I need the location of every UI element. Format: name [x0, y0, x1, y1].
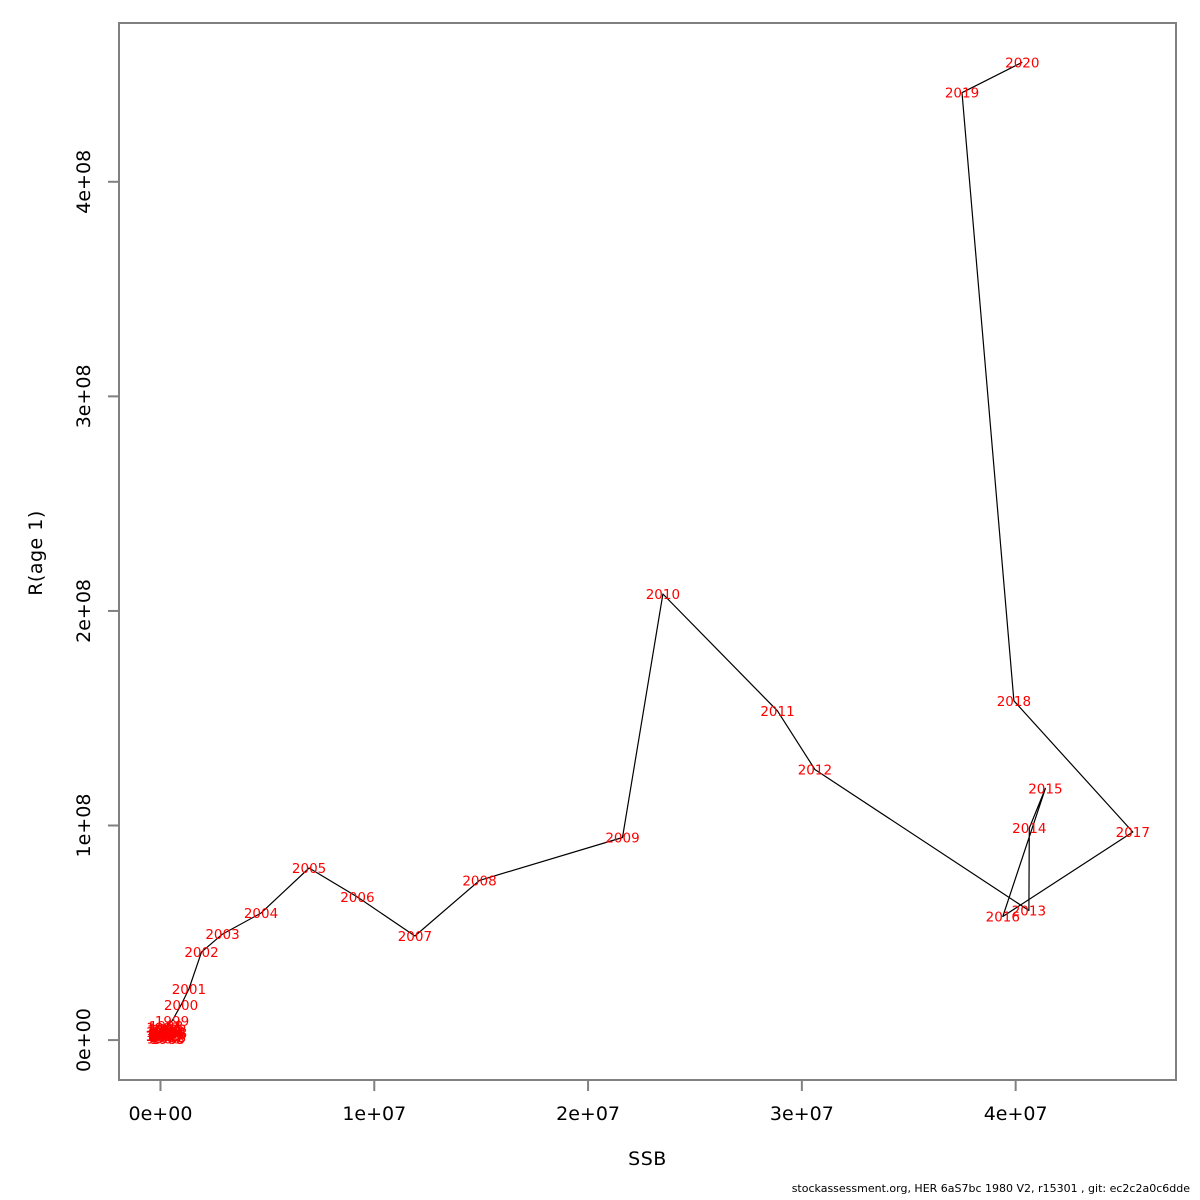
year-label-2014: 2014	[1012, 821, 1046, 837]
year-label-1998: 1998	[149, 1019, 183, 1035]
year-label-2000: 2000	[164, 998, 198, 1014]
year-label-2002: 2002	[184, 945, 218, 961]
year-label-1980: 1980	[147, 1031, 181, 1047]
year-label-2005: 2005	[292, 861, 326, 877]
x-axis-tick-label: 0e+00	[129, 1103, 193, 1125]
year-label-1987: 1987	[150, 1028, 184, 1044]
year-label-1986: 1986	[146, 1025, 180, 1041]
plot-box	[118, 22, 1177, 1081]
year-label-1982: 1982	[145, 1029, 179, 1045]
year-label-1993: 1993	[145, 1029, 179, 1045]
year-label-1991: 1991	[148, 1022, 182, 1038]
year-label-2008: 2008	[462, 873, 496, 889]
y-axis-tick-label: 3e+08	[73, 364, 95, 428]
year-label-1996: 1996	[152, 1028, 186, 1044]
year-label-2017: 2017	[1116, 825, 1150, 841]
year-label-2012: 2012	[798, 763, 832, 779]
stock-recruitment-trajectory-line	[161, 61, 1134, 1040]
year-label-2013: 2013	[1012, 904, 1046, 920]
y-axis-tick-label: 4e+08	[73, 150, 95, 214]
year-label-1989: 1989	[147, 1023, 181, 1039]
recruitment-line-layer	[161, 61, 1134, 1040]
x-axis-tick-label: 3e+07	[770, 1103, 834, 1125]
year-label-1995: 1995	[148, 1029, 182, 1045]
year-label-2007: 2007	[398, 929, 432, 945]
year-label-2004: 2004	[244, 906, 278, 922]
year-label-1985: 1985	[152, 1031, 186, 1047]
year-label-1984: 1984	[148, 1027, 182, 1043]
y-axis-tick-label: 2e+08	[73, 579, 95, 643]
x-axis-tick-label: 1e+07	[342, 1103, 406, 1125]
year-label-1990: 1990	[151, 1025, 185, 1041]
x-axis-title: SSB	[628, 1148, 667, 1170]
axes-layer: 0e+00 1e+07 2e+07 3e+07 4e+07 0e+00 1e+08 2e+08…	[73, 22, 1177, 1125]
year-label-1981: 1981	[149, 1030, 183, 1046]
stockassessment-attribution: stockassessment.org, HER 6aS7bc 1980 V2,…	[791, 1182, 1190, 1195]
y-axis-tick-label: 0e+00	[73, 1008, 95, 1072]
y-axis-tick-label: 1e+08	[73, 794, 95, 858]
year-label-1992: 1992	[152, 1023, 186, 1039]
year-label-2011: 2011	[760, 704, 794, 720]
x-axis-tick-label: 4e+07	[984, 1103, 1048, 1125]
year-label-1997: 1997	[146, 1021, 180, 1037]
year-label-1999: 1999	[155, 1014, 189, 1030]
year-label-2016: 2016	[986, 910, 1020, 926]
year-label-2020: 2020	[1005, 55, 1039, 71]
year-label-1983: 1983	[151, 1032, 185, 1048]
year-label-2019: 2019	[945, 86, 979, 102]
y-axis-title: R(age 1)	[25, 510, 47, 596]
year-label-2006: 2006	[340, 890, 374, 906]
year-labels-layer: 1980198119821983198419851986198719881989…	[145, 55, 1150, 1048]
year-label-2001: 2001	[172, 982, 206, 998]
x-axis-tick-label: 2e+07	[556, 1103, 620, 1125]
year-label-1988: 1988	[153, 1026, 187, 1042]
year-label-2010: 2010	[646, 587, 680, 603]
year-label-2003: 2003	[205, 927, 239, 943]
year-label-2015: 2015	[1028, 781, 1062, 797]
year-label-1994: 1994	[150, 1026, 184, 1042]
year-label-2018: 2018	[997, 694, 1031, 710]
year-label-2009: 2009	[605, 831, 639, 847]
